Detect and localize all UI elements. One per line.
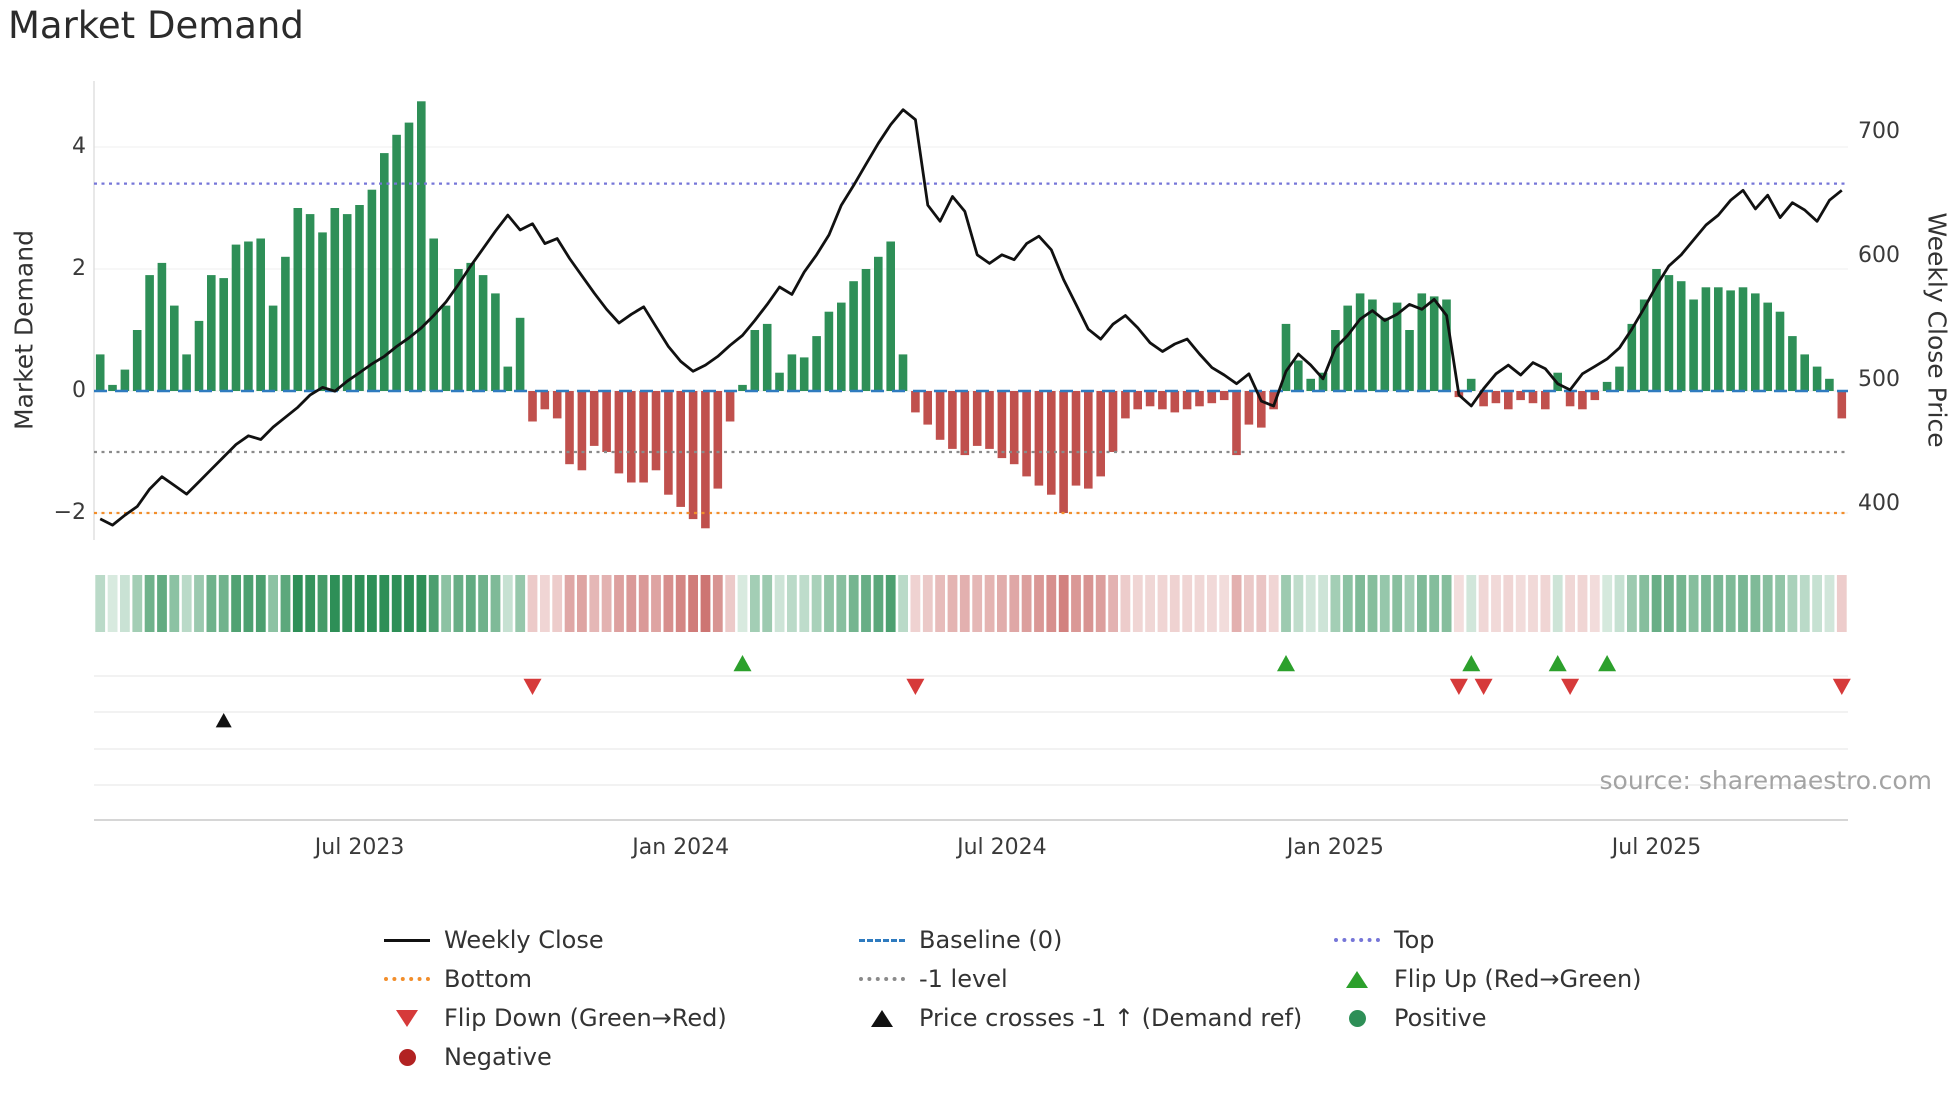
legend-item-flip-down: Flip Down (Green→Red): [378, 1003, 853, 1033]
y-tick-right: 400: [1858, 491, 1900, 516]
legend-label: Flip Down (Green→Red): [444, 1004, 727, 1032]
legend-label: Price crosses -1 ↑ (Demand ref): [919, 1004, 1303, 1032]
legend-label: Baseline (0): [919, 926, 1063, 954]
legend-label: Weekly Close: [444, 926, 604, 954]
flip-down-markers: [523, 678, 1851, 695]
bottom-line-icon: [378, 977, 436, 981]
legend-item-baseline-0: Baseline (0): [853, 925, 1328, 955]
weekly-close-line-icon: [378, 938, 436, 942]
chart-title: Market Demand: [8, 4, 304, 47]
legend-item-price-cross: Price crosses -1 ↑ (Demand ref): [853, 1003, 1328, 1033]
heatmap-strip: [95, 575, 1847, 632]
flip-down-triangle-down-icon: [378, 1009, 436, 1027]
price-cross-triangle-up-icon: [853, 1009, 911, 1027]
marker-panel-gridlines: [94, 675, 1848, 821]
y-tick-right: 500: [1858, 367, 1900, 392]
legend-label: Positive: [1394, 1004, 1487, 1032]
price-line: [99, 108, 1843, 527]
minus-1-level-line-icon: [853, 977, 911, 981]
baseline-0-line-icon: [853, 938, 911, 942]
chart-canvas: [93, 81, 1851, 821]
legend-label: Flip Up (Red→Green): [1394, 965, 1642, 993]
legend-label: Top: [1394, 926, 1435, 954]
y-tick-right: 700: [1858, 119, 1900, 144]
legend-item-top: Top: [1328, 925, 1803, 955]
source-credit: source: sharemaestro.com: [1599, 766, 1933, 795]
price-cross-markers: [215, 713, 232, 728]
x-tick: Jan 2025: [1286, 835, 1384, 860]
reference-lines: [94, 182, 1848, 515]
y-tick-left: 0: [72, 378, 86, 403]
legend-label: Bottom: [444, 965, 533, 993]
positive-circle-icon: [1328, 1009, 1386, 1027]
negative-circle-icon: [378, 1048, 436, 1066]
legend-item-positive: Positive: [1328, 1003, 1803, 1033]
legend-label: Negative: [444, 1043, 552, 1071]
legend-item-minus-1-level: -1 level: [853, 964, 1328, 994]
y-tick-right: 600: [1858, 243, 1900, 268]
legend: Weekly Close Baseline (0) Top Bottom -1 leve…: [378, 925, 1803, 1072]
flip-up-triangle-up-icon: [1328, 970, 1386, 988]
flip-up-markers: [733, 655, 1617, 672]
x-tick: Jul 2025: [1611, 835, 1702, 860]
demand-bars: [95, 101, 1847, 529]
x-tick: Jul 2024: [957, 835, 1047, 860]
legend-item-bottom: Bottom: [378, 964, 853, 994]
y-tick-left: 4: [72, 134, 86, 159]
y-tick-left: −2: [53, 500, 86, 525]
legend-item-flip-up: Flip Up (Red→Green): [1328, 964, 1803, 994]
y-tick-left: 2: [72, 256, 86, 281]
x-tick: Jul 2023: [314, 835, 405, 860]
legend-label: -1 level: [919, 965, 1008, 993]
top-line-icon: [1328, 938, 1386, 942]
x-tick: Jan 2024: [632, 835, 730, 860]
legend-item-weekly-close: Weekly Close: [378, 925, 853, 955]
legend-item-negative: Negative: [378, 1042, 853, 1072]
